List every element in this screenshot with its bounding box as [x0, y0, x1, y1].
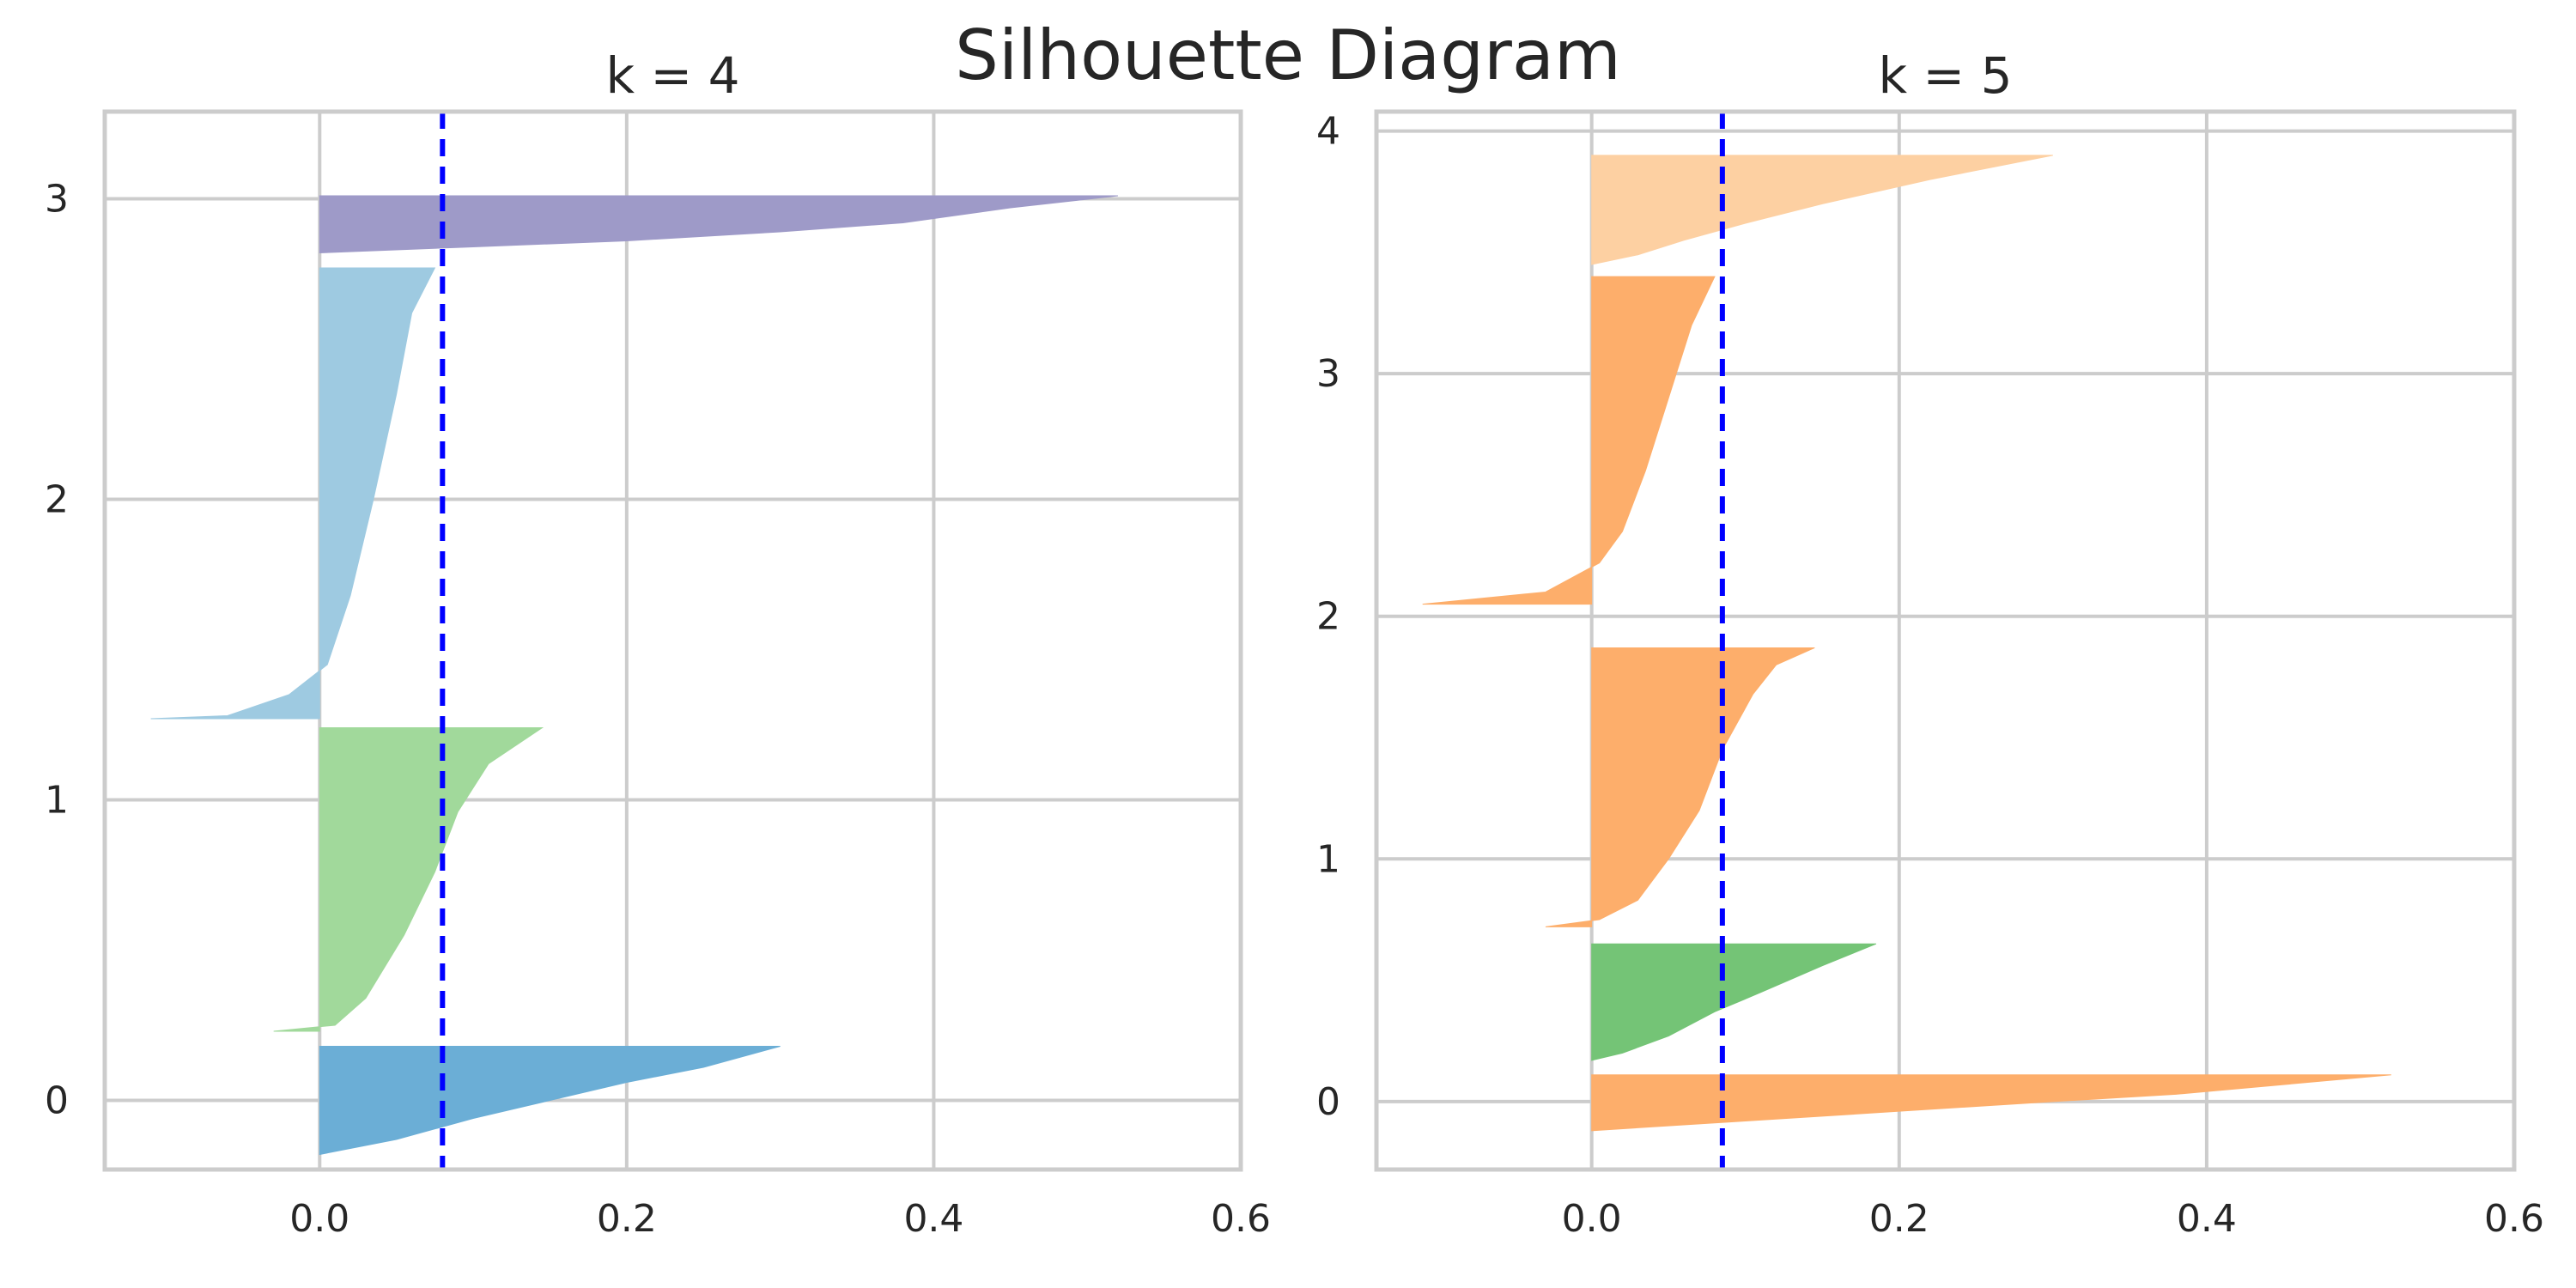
- y-tick-label: 3: [45, 178, 69, 222]
- silhouette-cluster-4: [1591, 155, 2053, 265]
- y-tick-label: 1: [1316, 837, 1340, 881]
- x-tick-label: 0.6: [1211, 1197, 1271, 1241]
- y-tick-label: 2: [1316, 595, 1340, 639]
- y-tick-label: 3: [1316, 352, 1340, 396]
- silhouette-cluster-2: [1545, 647, 1815, 927]
- silhouette-cluster-2: [150, 267, 436, 720]
- y-tick-label: 4: [1316, 110, 1340, 154]
- x-tick-label: 0.0: [289, 1197, 349, 1241]
- silhouette-cluster-3: [1422, 276, 1716, 605]
- x-tick-label: 0.4: [2177, 1197, 2237, 1241]
- x-tick-label: 0.4: [903, 1197, 963, 1241]
- silhouette-cluster-1: [273, 727, 544, 1032]
- panel-k4: k = 4 0.0 0.2 0.4 0.6 0 1 2 3: [45, 46, 1271, 1241]
- silhouette-cluster-3: [319, 195, 1119, 254]
- x-tick-label: 0.2: [597, 1197, 657, 1241]
- x-tick-label: 0.2: [1869, 1197, 1929, 1241]
- plot-frame: [1374, 109, 2517, 1172]
- panel-k5: k = 5 0.0 0.2 0.4 0.6 0 1 2 3 4: [1316, 46, 2544, 1241]
- silhouette-cluster-0: [319, 1046, 781, 1156]
- y-tick-label: 1: [45, 779, 69, 823]
- chart-title: Silhouette Diagram: [955, 15, 1621, 95]
- y-tick-label: 2: [45, 478, 69, 522]
- y-tick-label: 0: [1316, 1080, 1340, 1124]
- x-tick-label: 0.6: [2484, 1197, 2544, 1241]
- y-tick-label: 0: [45, 1079, 69, 1123]
- silhouette-cluster-1: [1591, 943, 1877, 1061]
- x-tick-label: 0.0: [1562, 1197, 1622, 1241]
- panel-title: k = 4: [606, 46, 740, 105]
- panel-title: k = 5: [1879, 46, 2013, 105]
- silhouette-cluster-0: [1591, 1074, 2391, 1132]
- plot-frame: [102, 109, 1243, 1172]
